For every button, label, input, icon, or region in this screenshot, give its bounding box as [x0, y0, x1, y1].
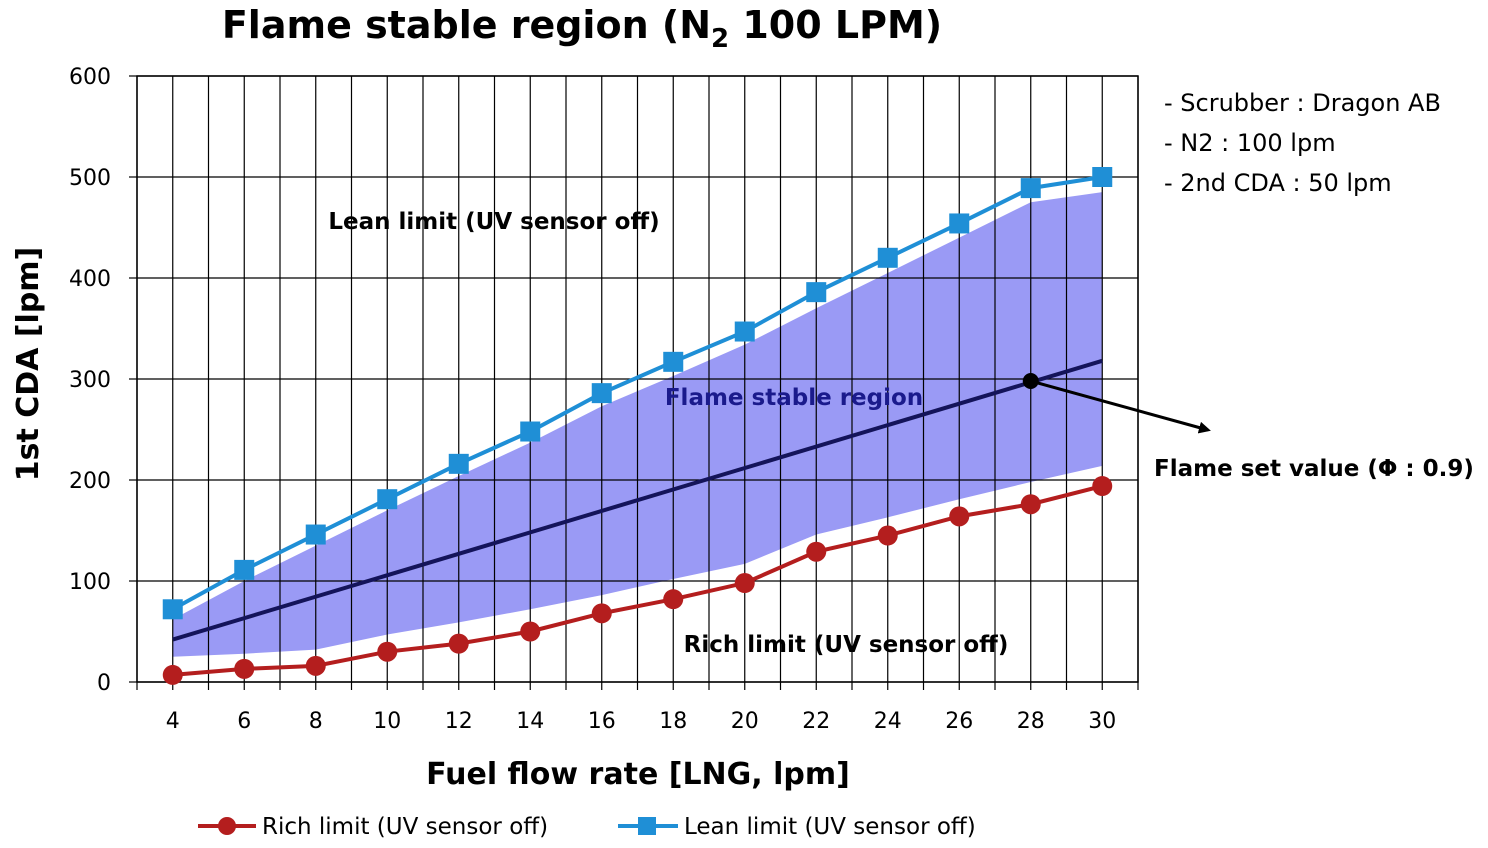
x-tick-label: 8 — [309, 709, 323, 734]
lean-limit-point — [878, 248, 898, 268]
x-tick-label: 28 — [1017, 709, 1045, 734]
rich-limit-point — [1021, 494, 1041, 514]
rich-limit-point — [1092, 476, 1112, 496]
y-axis-label: 1st CDA [lpm] — [11, 247, 46, 482]
x-tick-label: 16 — [588, 709, 616, 734]
x-tick-label: 24 — [874, 709, 902, 734]
y-tick-label: 600 — [69, 65, 111, 90]
legend-lean-marker — [638, 817, 656, 835]
y-tick-label: 200 — [69, 469, 111, 494]
x-tick-label: 14 — [516, 709, 544, 734]
legend-rich-marker — [218, 817, 236, 835]
note-2nd-cda: - 2nd CDA : 50 lpm — [1164, 169, 1392, 197]
rich-limit-point — [806, 542, 826, 562]
chart-title: Flame stable region (N2 100 LPM) — [222, 3, 942, 54]
rich-limit-point — [163, 665, 183, 685]
lean-limit-point — [306, 525, 326, 545]
x-tick-label: 6 — [237, 709, 251, 734]
annotation-rich-limit: Rich limit (UV sensor off) — [684, 632, 1009, 658]
y-tick-label: 300 — [69, 368, 111, 393]
rich-limit-point — [592, 603, 612, 623]
x-tick-label: 22 — [802, 709, 830, 734]
lean-limit-point — [520, 422, 540, 442]
note-scrubber: - Scrubber : Dragon AB — [1164, 89, 1441, 117]
x-tick-label: 20 — [731, 709, 759, 734]
lean-limit-point — [949, 213, 969, 233]
legend-rich-label: Rich limit (UV sensor off) — [262, 814, 548, 840]
rich-limit-point — [306, 656, 326, 676]
legend: Rich limit (UV sensor off) Lean limit (U… — [198, 814, 976, 840]
x-tick-label: 12 — [445, 709, 473, 734]
x-tick-label: 26 — [945, 709, 973, 734]
lean-limit-point — [806, 282, 826, 302]
y-tick-label: 500 — [69, 166, 111, 191]
lean-limit-point — [735, 322, 755, 342]
rich-limit-point — [735, 573, 755, 593]
x-axis-label: Fuel flow rate [LNG, lpm] — [426, 757, 850, 792]
note-n2: - N2 : 100 lpm — [1164, 129, 1336, 157]
annotation-stable-region: Flame stable region — [665, 385, 923, 411]
lean-limit-point — [663, 352, 683, 372]
lean-limit-point — [163, 599, 183, 619]
rich-limit-point — [449, 634, 469, 654]
lean-limit-point — [592, 383, 612, 403]
legend-lean-label: Lean limit (UV sensor off) — [684, 814, 976, 840]
set-value-point — [1023, 373, 1039, 389]
lean-limit-point — [449, 454, 469, 474]
y-tick-label: 400 — [69, 267, 111, 292]
rich-limit-point — [234, 659, 254, 679]
y-tick-label: 0 — [97, 671, 111, 696]
rich-limit-point — [878, 526, 898, 546]
lean-limit-point — [234, 560, 254, 580]
rich-limit-point — [949, 506, 969, 526]
x-tick-label: 4 — [166, 709, 180, 734]
y-tick-label: 100 — [69, 570, 111, 595]
annotation-set-value: Flame set value (Φ : 0.9) — [1154, 456, 1474, 482]
rich-limit-point — [663, 589, 683, 609]
lean-limit-point — [1021, 178, 1041, 198]
rich-limit-point — [377, 642, 397, 662]
rich-limit-point — [520, 622, 540, 642]
x-tick-label: 30 — [1088, 709, 1116, 734]
lean-limit-point — [377, 489, 397, 509]
x-tick-label: 10 — [373, 709, 401, 734]
lean-limit-point — [1092, 167, 1112, 187]
x-tick-label: 18 — [659, 709, 687, 734]
annotation-lean-limit: Lean limit (UV sensor off) — [328, 209, 659, 235]
